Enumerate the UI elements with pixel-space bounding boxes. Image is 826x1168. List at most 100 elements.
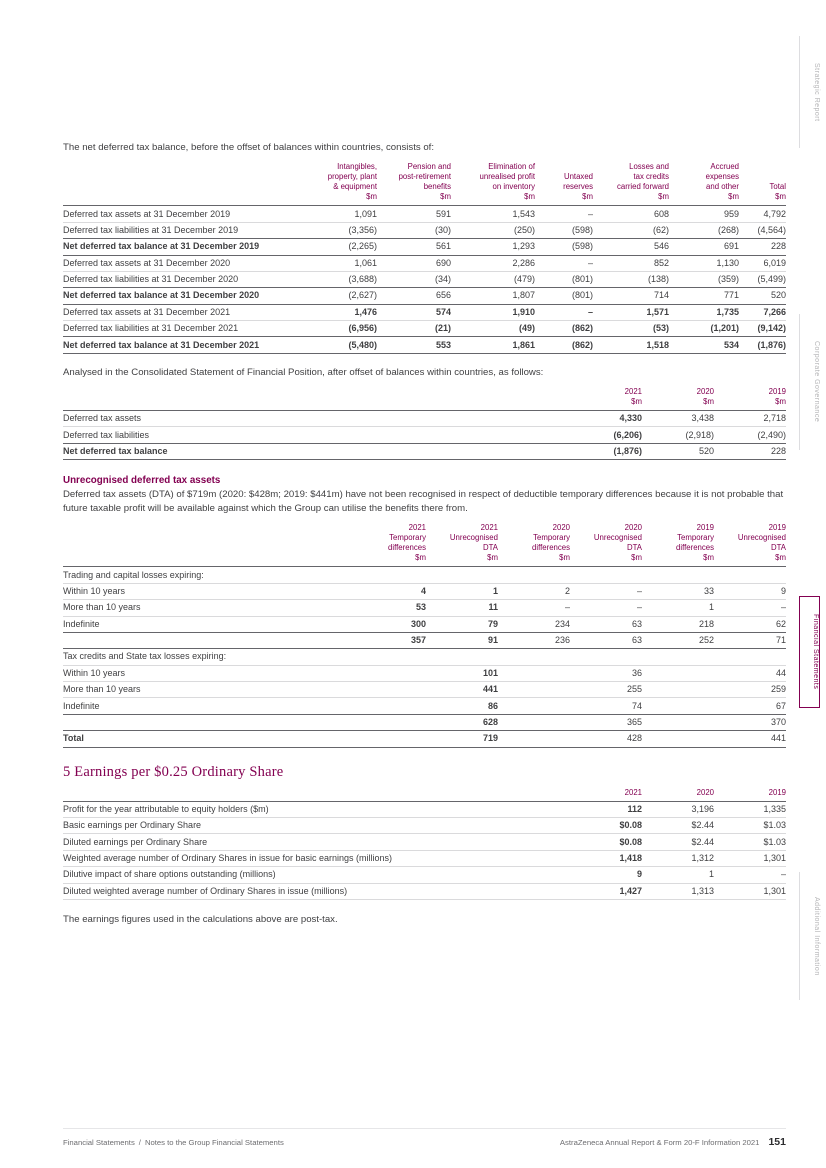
- value-cell: 2,286: [451, 255, 535, 272]
- value-cell: 591: [377, 205, 451, 223]
- value-cell: –: [535, 304, 593, 322]
- value-cell: (598): [535, 222, 593, 240]
- footer-separator: /: [138, 1138, 141, 1147]
- intro-paragraph: The net deferred tax balance, before the…: [63, 142, 434, 153]
- value-cell: 63: [570, 632, 642, 650]
- value-cell: 259: [714, 681, 786, 699]
- row-label: Deferred tax liabilities at 31 December …: [63, 222, 293, 240]
- value-cell: 1,476: [293, 304, 377, 322]
- value-cell: 218: [642, 616, 714, 633]
- unrecognised-dta-table: 2021 Temporary differences $m 2021 Unreco…: [63, 522, 786, 748]
- column-header: 2020: [642, 787, 714, 802]
- row-label: Dilutive impact of share options outstan…: [63, 866, 570, 884]
- table-row: Dilutive impact of share options outstan…: [63, 866, 786, 884]
- value-cell: –: [714, 599, 786, 617]
- value-cell: [498, 665, 570, 683]
- value-cell: (62): [593, 222, 669, 240]
- value-cell: 1,861: [451, 336, 535, 354]
- value-cell: (138): [593, 271, 669, 289]
- row-label: Deferred tax assets at 31 December 2020: [63, 255, 293, 272]
- value-cell: (21): [377, 320, 451, 338]
- value-cell: 365: [570, 714, 642, 732]
- value-cell: 691: [669, 238, 739, 256]
- column-header: [63, 161, 293, 207]
- section-label: Trading and capital losses expiring:: [63, 566, 786, 584]
- table-row: Deferred tax liabilities (6,206) (2,918) (2…: [63, 426, 786, 444]
- value-cell: [642, 714, 714, 732]
- rail-tab-corporate-governance: Corporate Governance: [799, 314, 820, 450]
- table-row: More than 10 years 53 11– –1–: [63, 599, 786, 617]
- unrecognised-dta-paragraph: Deferred tax assets (DTA) of $719m (2020…: [63, 489, 784, 514]
- value-cell: (5,499): [739, 271, 786, 289]
- value-cell: 1,312: [642, 850, 714, 868]
- column-header: Losses and tax credits carried forward $…: [593, 161, 669, 207]
- table-row: Net deferred tax balance at 31 December …: [63, 336, 786, 354]
- section-label: Tax credits and State tax losses expirin…: [63, 648, 786, 666]
- value-cell: 1,910: [451, 304, 535, 322]
- value-cell: 714: [593, 287, 669, 305]
- value-cell: 252: [642, 632, 714, 650]
- eps-note-heading: 5 Earnings per $0.25 Ordinary Share: [63, 763, 284, 780]
- value-cell: 520: [739, 287, 786, 305]
- column-header: 2021 Unrecognised DTA $m: [426, 522, 498, 568]
- row-label: Deferred tax assets at 31 December 2019: [63, 205, 293, 223]
- value-cell: 1,301: [714, 883, 786, 900]
- value-cell: (1,876): [570, 443, 642, 461]
- row-label: Within 10 years: [63, 665, 354, 683]
- page-footer: Financial Statements / Notes to the Group …: [63, 1128, 786, 1148]
- value-cell: 33: [642, 583, 714, 601]
- table-header-row: Intangibles, property, plant & equipment…: [63, 161, 786, 207]
- value-cell: (53): [593, 320, 669, 338]
- value-cell: 441: [714, 730, 786, 748]
- value-cell: (598): [535, 238, 593, 256]
- table-row: 357 91 236 63 252 71: [63, 632, 786, 650]
- earnings-per-share-table: 2021 2020 2019 Profit for the year attribut…: [63, 787, 786, 900]
- value-cell: 300: [354, 616, 426, 633]
- value-cell: (1,876): [739, 336, 786, 354]
- value-cell: (862): [535, 336, 593, 354]
- value-cell: 4,792: [739, 205, 786, 223]
- column-header: 2021 Temporary differences $m: [354, 522, 426, 568]
- value-cell: 1,061: [293, 255, 377, 272]
- value-cell: 53: [354, 599, 426, 617]
- value-cell: 520: [642, 443, 714, 461]
- table-row: Within 10 years 4 1 2–33 9: [63, 583, 786, 601]
- column-header: 2019 Temporary differences $m: [642, 522, 714, 568]
- value-cell: 9: [570, 866, 642, 884]
- value-cell: (268): [669, 222, 739, 240]
- table-row: Net deferred tax balance (1,876) 520 228: [63, 443, 786, 461]
- value-cell: 1,807: [451, 287, 535, 305]
- value-cell: (2,490): [714, 426, 786, 444]
- value-cell: (479): [451, 271, 535, 289]
- value-cell: (6,956): [293, 320, 377, 338]
- row-label: Deferred tax liabilities at 31 December …: [63, 271, 293, 289]
- table-row: Net deferred tax balance at 31 December …: [63, 238, 786, 256]
- value-cell: 574: [377, 304, 451, 322]
- table-row: Net deferred tax balance at 31 December …: [63, 287, 786, 305]
- value-cell: 74: [570, 697, 642, 715]
- offset-analysis-paragraph: Analysed in the Consolidated Statement o…: [63, 366, 544, 378]
- value-cell: 236: [498, 632, 570, 650]
- value-cell: 1,427: [570, 883, 642, 900]
- row-label: Indefinite: [63, 616, 354, 633]
- column-header: Accrued expenses and other $m: [669, 161, 739, 207]
- value-cell: 553: [377, 336, 451, 354]
- column-header: 2019 $m: [714, 386, 786, 411]
- row-label: Deferred tax liabilities: [63, 426, 570, 444]
- value-cell: (2,627): [293, 287, 377, 305]
- footer-breadcrumb: Financial Statements / Notes to the Group …: [63, 1138, 284, 1147]
- value-cell: 608: [593, 205, 669, 223]
- value-cell: 852: [593, 255, 669, 272]
- table-row: Deferred tax liabilities at 31 December …: [63, 222, 786, 240]
- column-header: [63, 522, 354, 568]
- value-cell: [642, 665, 714, 683]
- value-cell: $0.08: [570, 833, 642, 851]
- value-cell: 959: [669, 205, 739, 223]
- column-header: Elimination of unrealised profit on inve…: [451, 161, 535, 207]
- value-cell: 1,543: [451, 205, 535, 223]
- row-label: Net deferred tax balance: [63, 443, 570, 461]
- value-cell: 63: [570, 616, 642, 633]
- rail-tab-financial-statements: Financial Statements: [799, 596, 820, 708]
- value-cell: 234: [498, 616, 570, 633]
- value-cell: –: [498, 599, 570, 617]
